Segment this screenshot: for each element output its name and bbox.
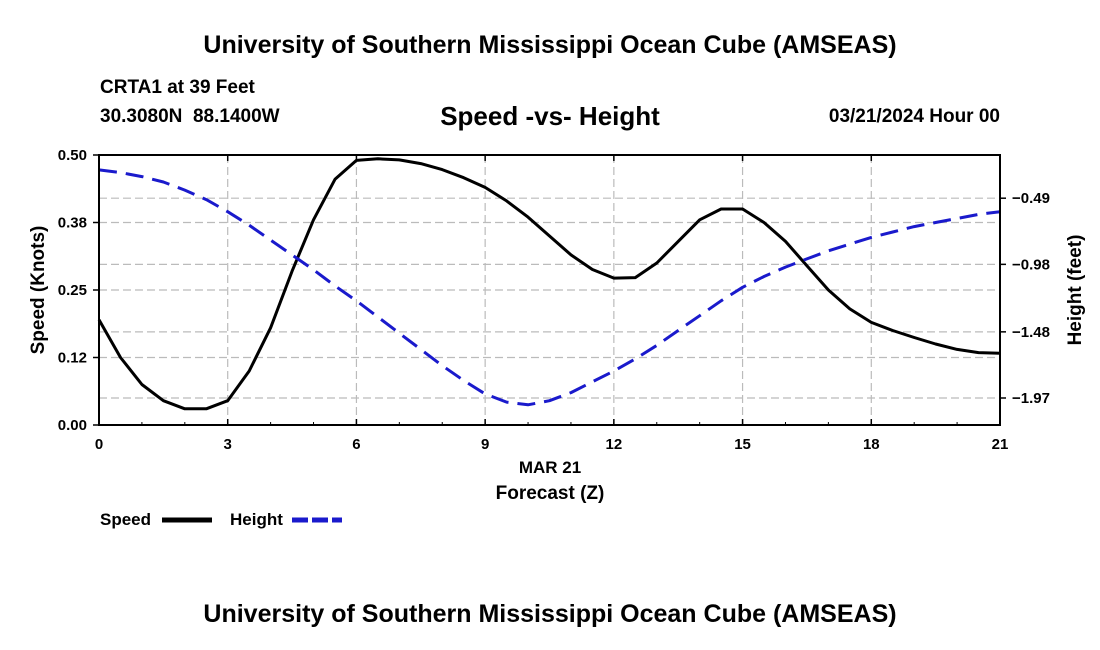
station-label: CRTA1 at 39 Feet [100, 77, 255, 98]
x-tick-label: 9 [481, 436, 489, 453]
x-tick-label: 6 [352, 436, 360, 453]
series-layer [97, 157, 1001, 411]
y2-tick-label: −0.49 [1012, 190, 1050, 207]
y-axis-title: Speed (Knots) [28, 226, 49, 355]
footer-title: University of Southern Mississippi Ocean… [203, 600, 897, 628]
legend-label-speed: Speed [100, 510, 151, 529]
x-tick-label: 21 [992, 436, 1009, 453]
y2-tick-label: −1.97 [1012, 390, 1050, 407]
y-tick-label: 0.50 [58, 147, 87, 164]
forecast-date: 03/21/2024 Hour 00 [828, 106, 1000, 127]
speed-series-line [97, 157, 1001, 411]
y2-axis-title: Height (feet) [1065, 235, 1086, 346]
x-tick-label: 0 [95, 436, 103, 453]
height-series-line [98, 168, 1001, 407]
grid-layer [99, 154, 1000, 425]
page-title: University of Southern Mississippi Ocean… [203, 31, 897, 59]
x-axis-title: Forecast (Z) [495, 483, 605, 504]
y-tick-label: 0.12 [58, 350, 87, 367]
coordinates-label: 30.3080N 88.1400W [100, 106, 280, 127]
x-tick-label: 12 [606, 436, 623, 453]
legend-label-height: Height [230, 510, 283, 529]
y2-tick-label: −1.48 [1012, 324, 1050, 341]
legend: Speed Height [100, 510, 342, 529]
y2-tick-label: −0.98 [1012, 256, 1050, 273]
axis-layer: 0 3 6 9 12 15 18 21 0.00 0.12 0.25 0.38 0.50 −0.49 −0.… [58, 147, 1050, 453]
y-tick-label: 0.38 [58, 215, 87, 232]
chart-title: Speed -vs- Height [440, 101, 660, 131]
x-tick-label: 15 [734, 436, 751, 453]
y-tick-label: 0.25 [58, 282, 87, 299]
x-tick-label: 3 [224, 436, 232, 453]
y-tick-label: 0.00 [58, 417, 87, 434]
x-tick-label: 18 [863, 436, 880, 453]
x-axis-date-label: MAR 21 [518, 458, 582, 477]
